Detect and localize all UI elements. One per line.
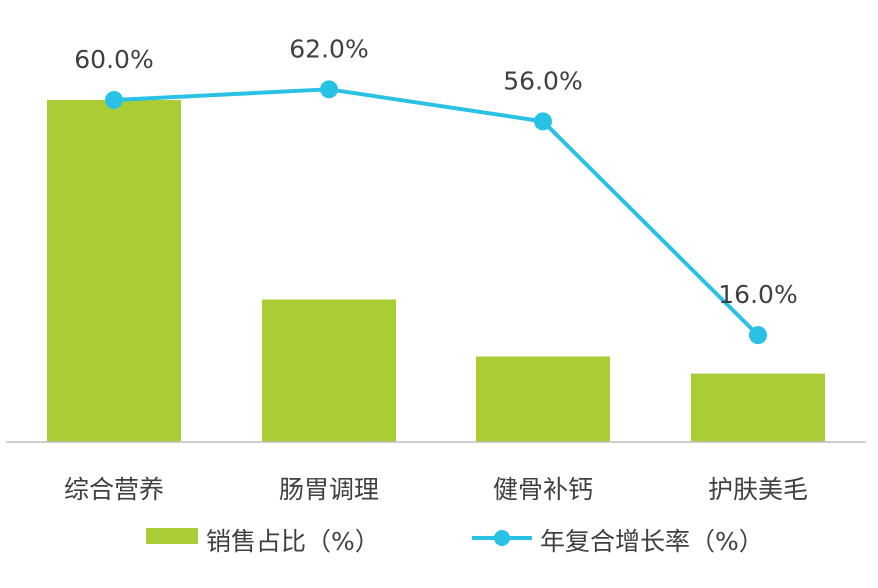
data-label-4: 16.0% — [718, 280, 797, 309]
legend-label-sales: 销售占比（%） — [206, 527, 380, 556]
growth-line-layer — [105, 80, 767, 345]
growth-line — [113, 87, 760, 337]
bar-1 — [47, 100, 181, 442]
category-label-2: 肠胃调理 — [279, 475, 379, 504]
category-label-4: 护肤美毛 — [708, 475, 808, 504]
bar-2 — [262, 299, 396, 442]
growth-point-3 — [534, 112, 552, 131]
bar-4 — [691, 373, 825, 442]
data-labels-layer: 60.0% 62.0% 56.0% 16.0% — [74, 34, 797, 309]
bars-layer — [47, 100, 825, 442]
legend-label-growth: 年复合增长率（%） — [540, 527, 764, 556]
growth-point-4 — [749, 326, 767, 345]
data-label-3: 56.0% — [503, 66, 582, 95]
category-labels: 综合营养 肠胃调理 健骨补钙 护肤美毛 — [64, 475, 808, 504]
growth-point-2 — [320, 80, 338, 99]
data-label-1: 60.0% — [74, 45, 153, 74]
data-label-2: 62.0% — [289, 34, 368, 63]
bar-3 — [476, 356, 610, 442]
category-label-3: 健骨补钙 — [493, 475, 593, 504]
category-label-1: 综合营养 — [64, 475, 164, 504]
legend-marker-growth — [494, 530, 510, 546]
legend: 销售占比（%） 年复合增长率（%） — [146, 527, 764, 556]
growth-point-1 — [105, 91, 123, 109]
legend-swatch-sales — [146, 528, 198, 544]
